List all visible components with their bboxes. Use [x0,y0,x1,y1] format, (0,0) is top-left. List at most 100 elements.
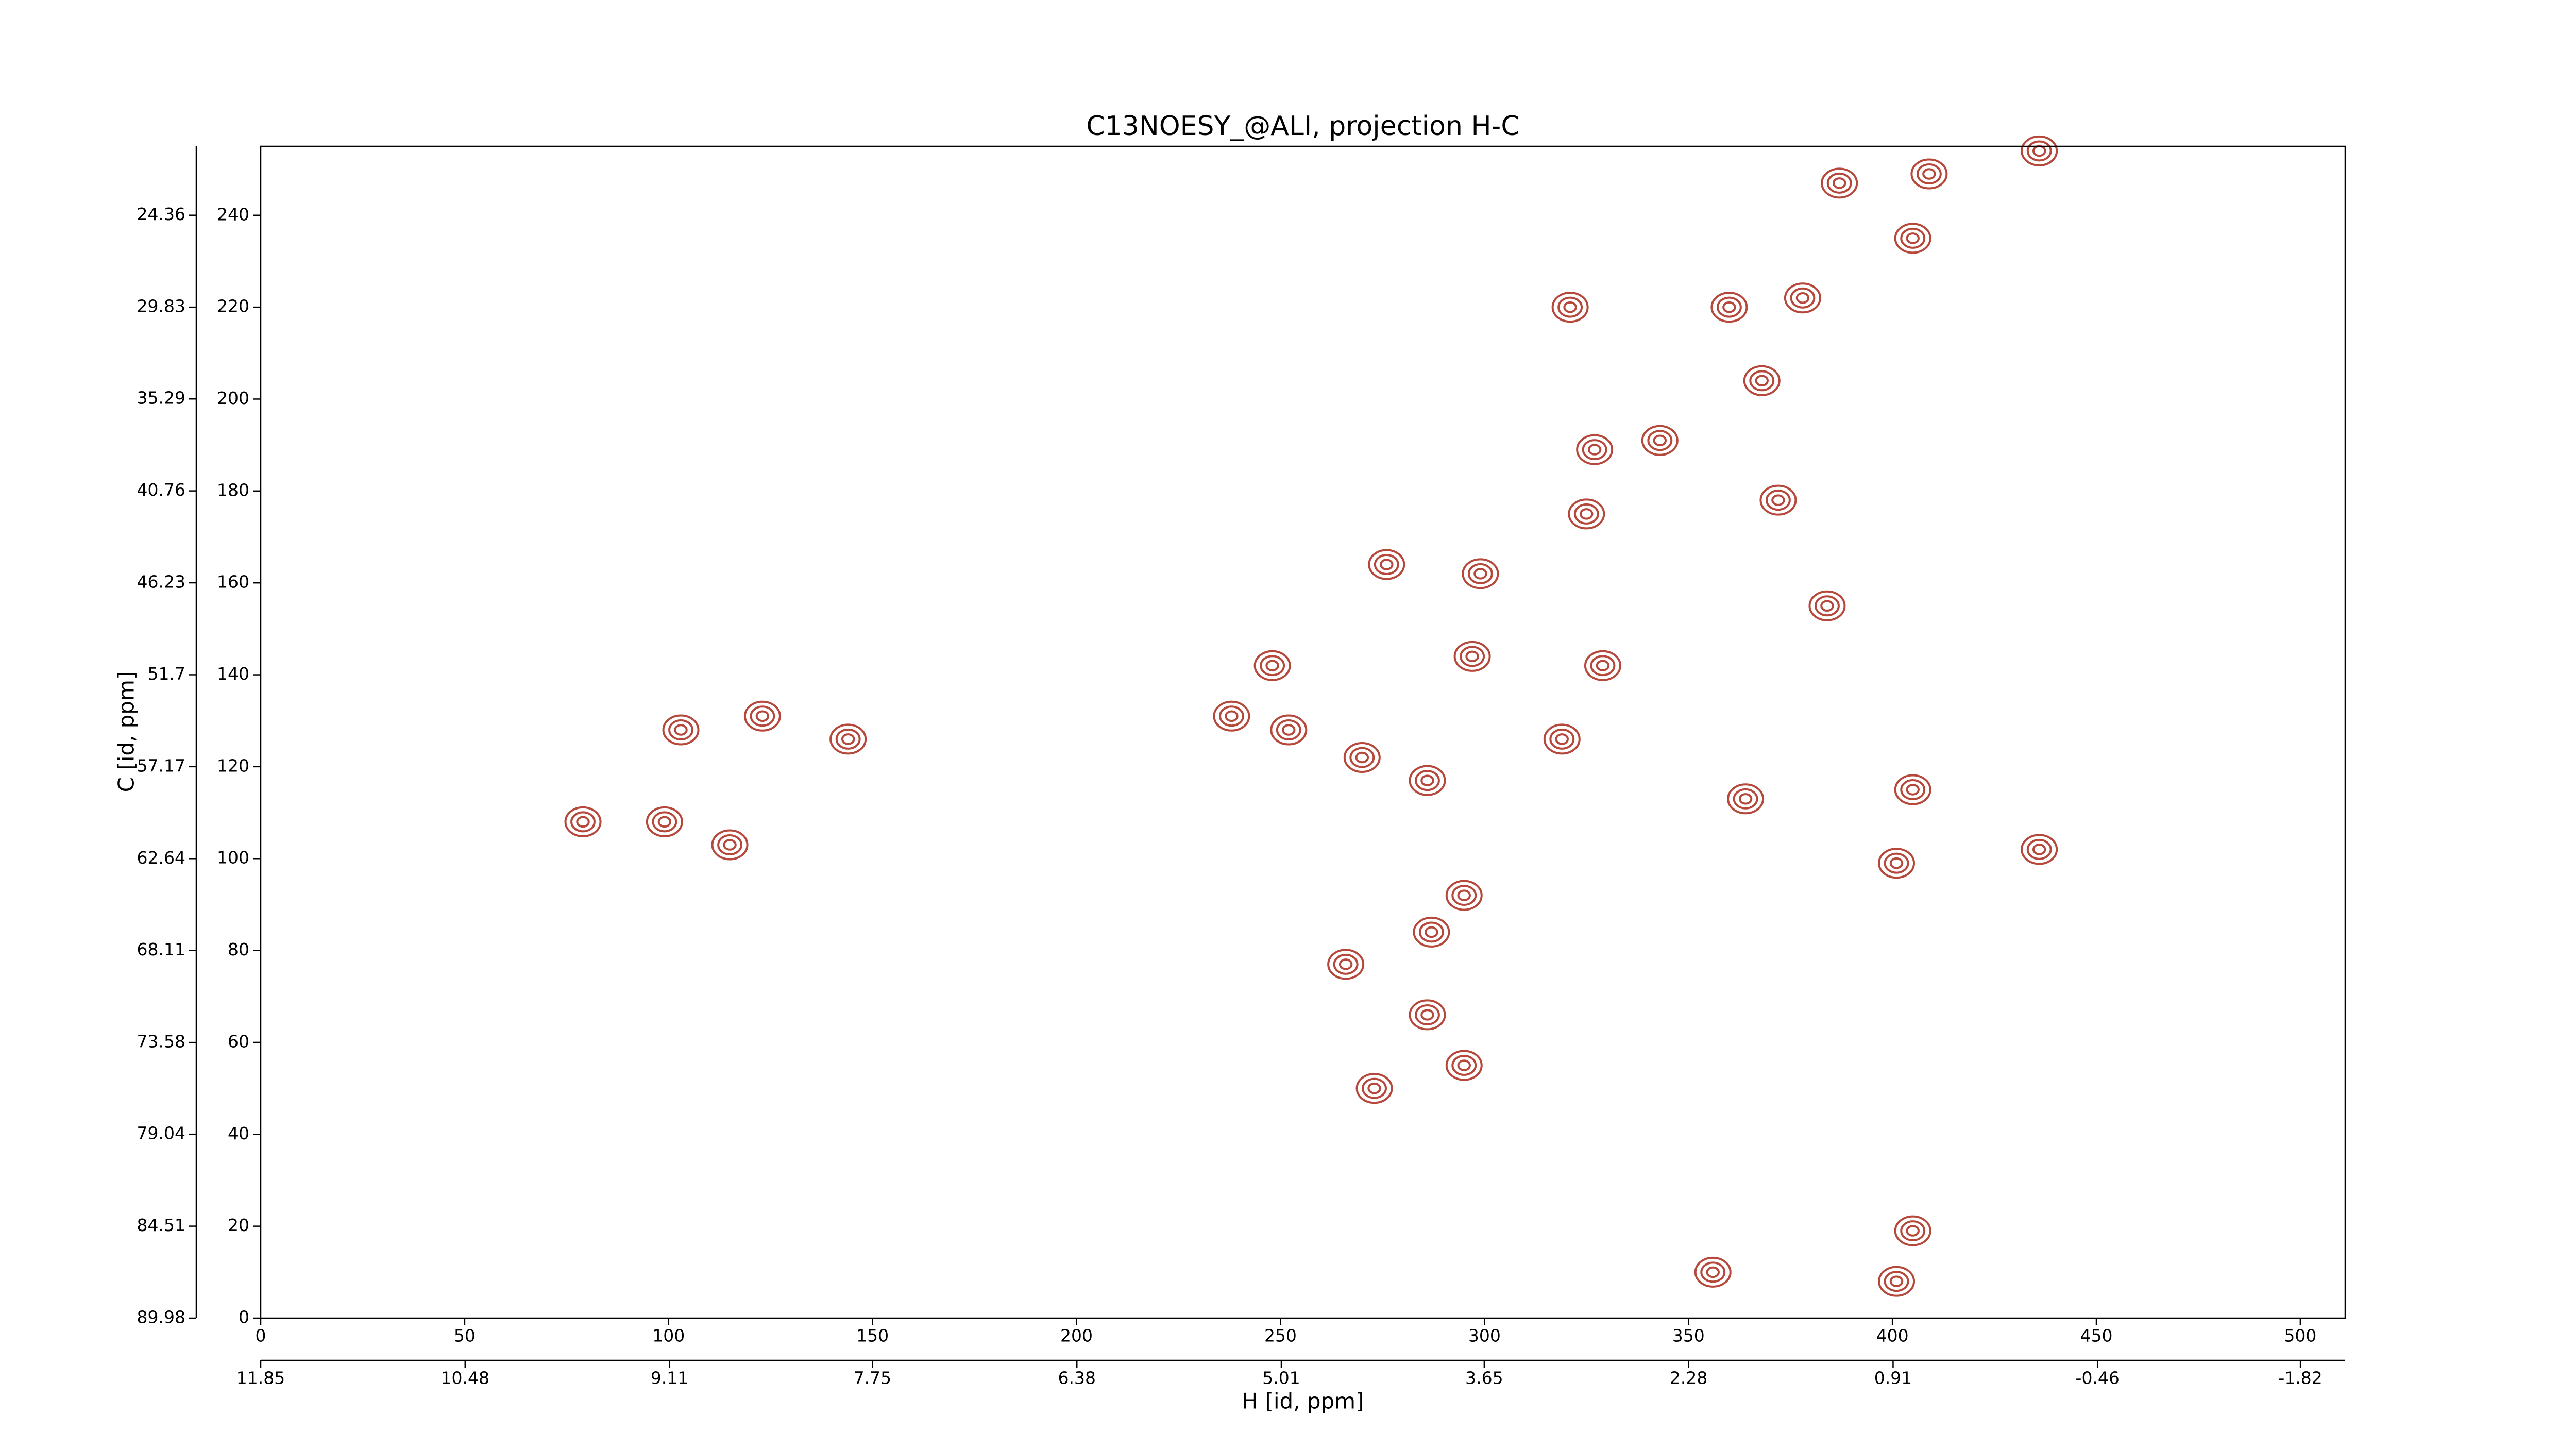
y2-tick-label: 46.23 [137,572,185,592]
x-tick-label: 250 [1264,1326,1297,1346]
x-tick-label: 500 [2284,1326,2316,1346]
peak-contour [1451,1055,1477,1076]
x-tick-label: 100 [652,1326,685,1346]
peak-contour [1878,1266,1916,1297]
y2-tick-label: 62.64 [137,848,185,868]
peak-contour [1790,287,1816,309]
peak-contour [1445,880,1483,911]
x-tick-label: 200 [1060,1326,1093,1346]
y2-tick-label: 79.04 [137,1123,185,1143]
peak-contour [1738,793,1753,805]
peak-contour [1906,232,1920,244]
peak-contour [1906,784,1920,796]
x2-tick-label: 9.11 [651,1368,688,1388]
peak-contour [1743,365,1781,396]
peak-contour [1716,296,1742,318]
peak-contour [750,705,775,727]
peak-contour [1733,788,1758,810]
peak-contour [1814,595,1840,617]
peak-contour [1820,600,1834,612]
peak-contour [1884,852,1909,874]
peak-contour [1265,660,1279,671]
peak-contour [1425,926,1438,938]
peak-contour [1706,1266,1720,1278]
chart-title: C13NOESY_@ALI, projection H-C [1086,111,1519,142]
peak-contour [1573,503,1599,525]
peak-contour [1409,765,1446,796]
peak-contour [1884,1271,1909,1292]
peak-contour [1349,747,1375,768]
peak-contour [711,829,749,861]
peak-contour [1549,728,1575,750]
peak-contour [668,719,693,741]
x-axis-label: H [id, ppm] [1242,1389,1364,1414]
y-tick-label: 240 [217,204,249,224]
peak-contour [1722,301,1736,313]
peak-contour [841,733,855,745]
peak-contour [1374,554,1399,575]
peak-contour [1367,1082,1381,1094]
peak-contour [1362,1077,1387,1099]
peak-contour [662,714,700,746]
x-tick-label: 150 [856,1326,889,1346]
y-tick-label: 40 [228,1123,249,1143]
peak-contour [723,839,737,851]
peak-contour [576,816,590,828]
peak-contour [1894,223,1931,254]
peak-contour [1727,783,1765,815]
peak-contour [1647,430,1673,451]
peak-contour [1213,700,1250,732]
peak-contour [1749,370,1775,392]
peak-contour [1808,590,1846,621]
peak-contour [2026,140,2052,162]
y-tick-label: 80 [228,939,249,959]
peak-contour [1590,655,1616,677]
y2-tick-label: 73.58 [137,1032,185,1052]
peak-contour [1582,439,1607,461]
peak-contour [717,834,742,855]
peak-contour [1889,857,1904,869]
x2-tick-label: 6.38 [1058,1368,1095,1388]
x2-tick-label: 11.85 [236,1368,285,1388]
y-tick-label: 160 [217,572,249,592]
y-axis-label: C [id, ppm] [114,671,139,793]
peak-contour [2032,844,2046,855]
x2-tick-label: 0.91 [1874,1368,1912,1388]
peak-contour [1557,296,1583,318]
peak-contour [1900,227,1926,249]
y2-tick-label: 35.29 [137,388,185,408]
peak-contour [1587,444,1602,456]
peak-contour [1765,490,1791,511]
peak-contour [1467,563,1493,584]
peak-contour [1832,177,1846,189]
peak-contour [1338,958,1353,970]
peak-contour [564,806,602,837]
peak-contour [1900,779,1926,800]
peak-contour [1821,167,1858,199]
peak-contour [570,811,596,833]
peak-contour [1333,953,1359,975]
peak-contour [674,724,688,736]
peak-contour [2026,838,2052,860]
peak-contour [2021,135,2058,166]
x2-tick-label: -0.46 [2076,1368,2120,1388]
y2-tick-label: 57.17 [137,755,185,776]
peak-contour [1795,292,1810,304]
peak-contour [1910,158,1948,190]
peak-contour [2021,834,2058,865]
peak-contour [1282,724,1296,736]
y2-tick-label: 40.76 [137,480,185,500]
peak-contour [657,816,672,828]
x-tick-label: 450 [2080,1326,2113,1346]
peak-contour [1465,650,1479,663]
x2-tick-label: 5.01 [1262,1368,1300,1388]
peak-contour [1276,719,1301,741]
peak-contour [1451,885,1477,906]
peak-contour [1355,751,1369,764]
peak-contour [1270,714,1308,746]
peak-contour [1551,292,1589,323]
peak-contour [1568,498,1605,530]
peak-contour [1784,282,1821,314]
x-tick-label: 350 [1672,1326,1705,1346]
